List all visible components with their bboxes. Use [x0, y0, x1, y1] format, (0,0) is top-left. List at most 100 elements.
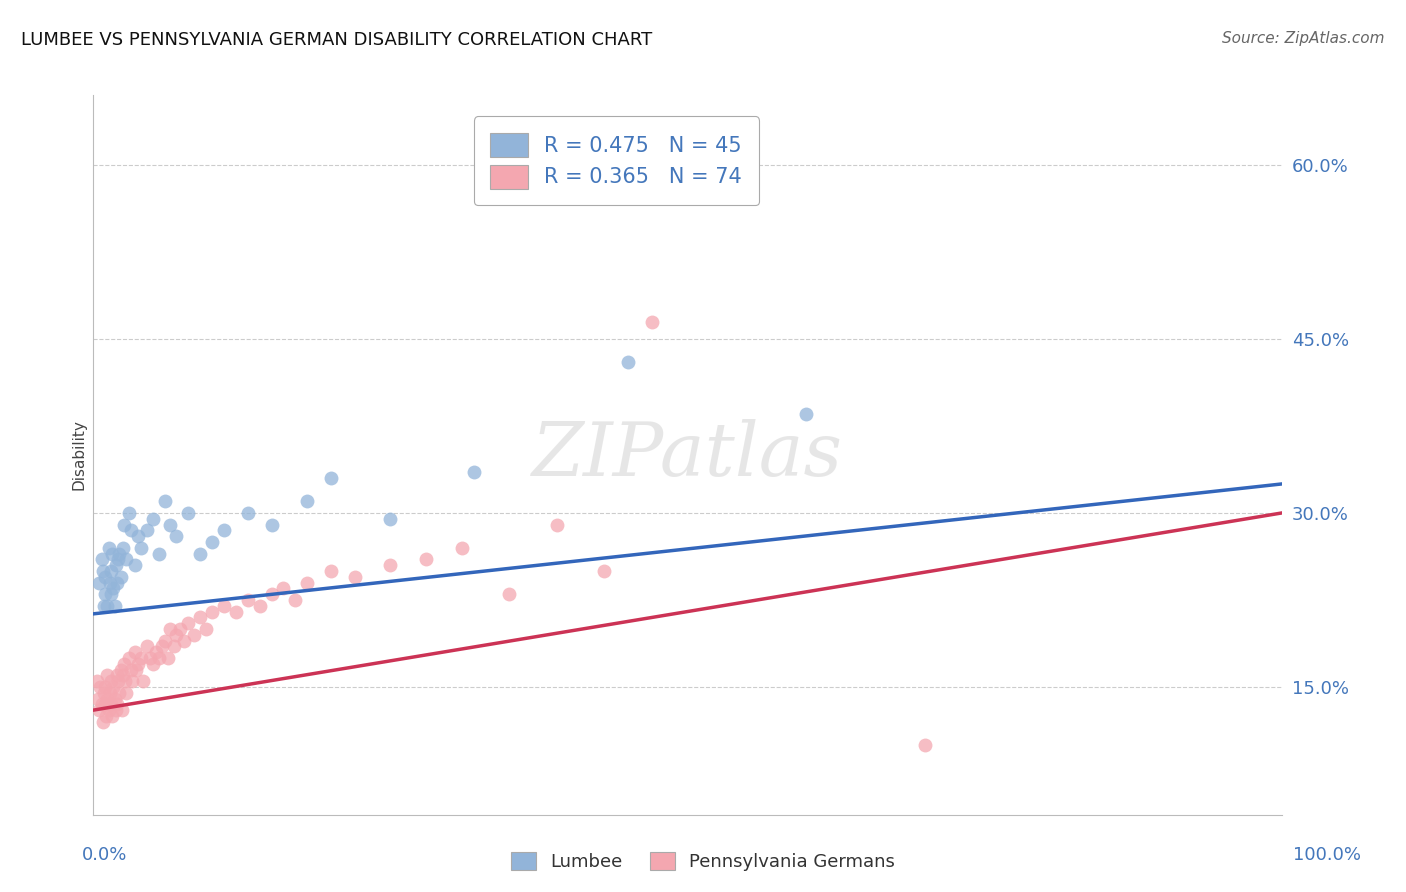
Point: [593, 564, 616, 578]
Point: [249, 599, 271, 613]
Point: [236, 593, 259, 607]
Point: [914, 738, 936, 752]
Point: [183, 628, 205, 642]
Point: [153, 633, 176, 648]
Point: [415, 552, 437, 566]
Point: [159, 517, 181, 532]
Point: [188, 547, 211, 561]
Point: [273, 582, 295, 596]
Point: [104, 558, 127, 573]
Point: [260, 587, 283, 601]
Point: [107, 552, 129, 566]
Point: [343, 570, 366, 584]
Point: [90, 698, 112, 712]
Point: [104, 703, 127, 717]
Point: [124, 645, 146, 659]
Point: [124, 558, 146, 573]
Point: [225, 605, 247, 619]
Point: [212, 524, 235, 538]
Point: [169, 622, 191, 636]
Point: [142, 512, 165, 526]
Point: [498, 587, 520, 601]
Text: 0.0%: 0.0%: [82, 846, 127, 863]
Point: [93, 686, 115, 700]
Point: [148, 651, 170, 665]
Point: [118, 506, 141, 520]
Point: [135, 640, 157, 654]
Point: [96, 691, 118, 706]
Point: [103, 680, 125, 694]
Point: [91, 714, 114, 729]
Point: [129, 651, 152, 665]
Point: [87, 691, 110, 706]
Point: [112, 657, 135, 671]
Point: [96, 599, 118, 613]
Point: [100, 674, 122, 689]
Text: LUMBEE VS PENNSYLVANIA GERMAN DISABILITY CORRELATION CHART: LUMBEE VS PENNSYLVANIA GERMAN DISABILITY…: [21, 31, 652, 49]
Point: [319, 564, 342, 578]
Point: [463, 466, 485, 480]
Point: [120, 524, 142, 538]
Point: [94, 587, 117, 601]
Point: [284, 593, 307, 607]
Point: [796, 407, 818, 421]
Point: [111, 668, 134, 682]
Point: [105, 668, 128, 682]
Point: [103, 691, 125, 706]
Point: [177, 506, 200, 520]
Point: [132, 674, 155, 689]
Point: [89, 575, 111, 590]
Point: [188, 610, 211, 624]
Point: [98, 686, 121, 700]
Point: [97, 703, 120, 717]
Point: [96, 709, 118, 723]
Point: [114, 674, 136, 689]
Point: [380, 512, 402, 526]
Point: [201, 605, 224, 619]
Point: [101, 709, 124, 723]
Point: [100, 587, 122, 601]
Point: [89, 680, 111, 694]
Point: [112, 517, 135, 532]
Point: [139, 651, 162, 665]
Point: [96, 668, 118, 682]
Point: [98, 575, 121, 590]
Point: [145, 645, 167, 659]
Point: [546, 517, 568, 532]
Point: [91, 564, 114, 578]
Point: [89, 703, 111, 717]
Point: [641, 314, 664, 328]
Point: [295, 494, 318, 508]
Point: [120, 663, 142, 677]
Point: [295, 575, 318, 590]
Point: [86, 674, 108, 689]
Text: 100.0%: 100.0%: [1294, 846, 1361, 863]
Point: [115, 552, 138, 566]
Point: [90, 552, 112, 566]
Point: [380, 558, 402, 573]
Point: [195, 622, 218, 636]
Point: [165, 529, 187, 543]
Point: [127, 657, 149, 671]
Point: [157, 651, 180, 665]
Point: [105, 575, 128, 590]
Point: [127, 529, 149, 543]
Point: [159, 622, 181, 636]
Point: [177, 616, 200, 631]
Legend: Lumbee, Pennsylvania Germans: Lumbee, Pennsylvania Germans: [503, 846, 903, 879]
Point: [125, 663, 148, 677]
Point: [100, 564, 122, 578]
Point: [107, 674, 129, 689]
Text: ZIPatlas: ZIPatlas: [531, 418, 844, 491]
Point: [148, 547, 170, 561]
Point: [121, 674, 143, 689]
Point: [163, 640, 186, 654]
Point: [236, 506, 259, 520]
Point: [212, 599, 235, 613]
Point: [319, 471, 342, 485]
Legend: R = 0.475   N = 45, R = 0.365   N = 74: R = 0.475 N = 45, R = 0.365 N = 74: [474, 117, 759, 205]
Point: [103, 582, 125, 596]
Point: [108, 547, 131, 561]
Point: [94, 698, 117, 712]
Point: [142, 657, 165, 671]
